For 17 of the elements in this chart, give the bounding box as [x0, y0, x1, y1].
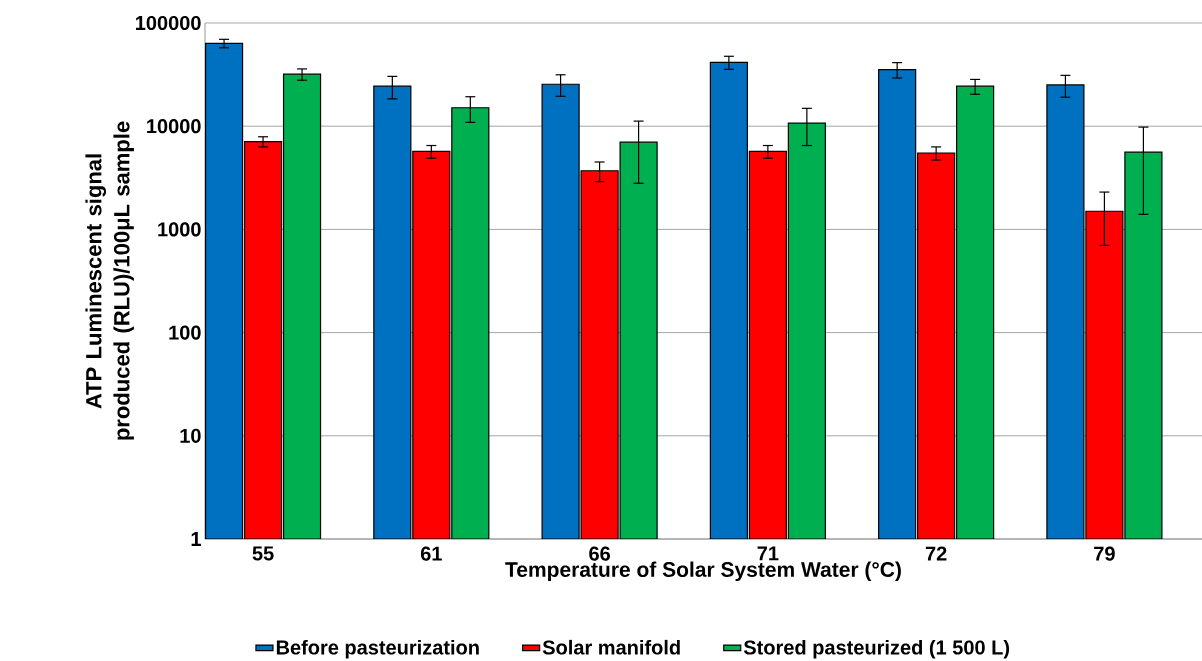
- x-tick-label: 72: [925, 546, 947, 561]
- y-tick-label: 100000: [136, 15, 201, 31]
- y-tick-label: 10000: [147, 119, 201, 134]
- y-tick-label: 1000: [158, 222, 201, 237]
- x-tick-label: 61: [420, 546, 442, 561]
- y-tick-label: 100: [169, 325, 201, 340]
- legend-label: Before pasteurization: [276, 639, 479, 659]
- x-tick-label: 66: [589, 546, 610, 561]
- y-tick-label: 1: [191, 532, 201, 546]
- legend-label: Stored pasteurized (1 500 L): [743, 639, 1010, 659]
- x-tick-label: 79: [1094, 546, 1115, 561]
- y-tick-label: 10: [180, 428, 201, 443]
- x-axis-title: Temperature of Solar System Water (°C): [505, 561, 901, 582]
- x-tick-label: 71: [757, 546, 779, 561]
- x-tick-label: 55: [252, 546, 274, 561]
- legend-label: Solar manifold: [542, 639, 680, 655]
- y-axis-title: ATP Luminescent signal produced (RLU)/100μL sample: [85, 121, 134, 440]
